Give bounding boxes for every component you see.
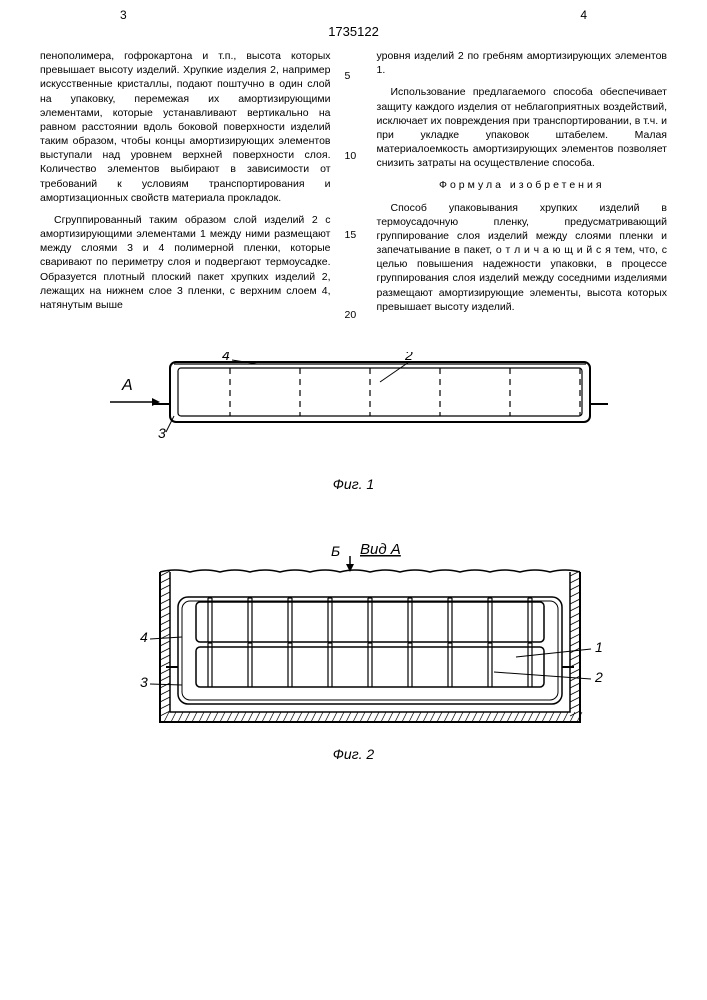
svg-text:Б: Б: [331, 543, 340, 559]
left-para-1: пенополимера, гофрокартона и т.п., высот…: [40, 49, 331, 205]
line-number-gutter: 5 10 15 20: [345, 49, 363, 322]
fig2-caption: Фиг. 2: [50, 746, 657, 762]
line-20: 20: [345, 308, 363, 322]
page-right: 4: [580, 8, 587, 22]
text-body: пенополимера, гофрокартона и т.п., высот…: [0, 49, 707, 322]
svg-text:3: 3: [140, 674, 148, 690]
figures-area: А 4 2 3 Фиг. 1 Вид А Б 4 3 1 2 Фиг. 2: [0, 322, 707, 762]
svg-text:3: 3: [158, 425, 166, 441]
svg-text:2: 2: [594, 669, 603, 685]
svg-text:А: А: [121, 377, 133, 394]
svg-text:2: 2: [404, 352, 413, 363]
page-left: 3: [120, 8, 127, 22]
right-para-1: уровня изделий 2 по гребням амортизирующ…: [377, 49, 668, 77]
formula-title: Формула изобретения: [377, 178, 668, 192]
svg-text:4: 4: [140, 629, 148, 645]
fig1-caption: Фиг. 1: [50, 476, 657, 492]
svg-text:Вид А: Вид А: [360, 542, 401, 558]
left-para-2: Сгруппированный таким образом слой издел…: [40, 213, 331, 312]
right-para-3: Способ упаковывания хрупких изделий в те…: [377, 201, 668, 314]
line-5: 5: [345, 69, 363, 83]
svg-text:1: 1: [595, 639, 603, 655]
right-column: уровня изделий 2 по гребням амортизирующ…: [377, 49, 668, 322]
line-10: 10: [345, 149, 363, 163]
doc-number: 1735122: [0, 24, 707, 39]
line-15: 15: [345, 228, 363, 242]
right-para-2: Использование предлагаемого способа обес…: [377, 85, 668, 170]
figure-1: А 4 2 3: [50, 352, 670, 472]
page-numbers: 3 4: [0, 0, 707, 22]
svg-text:4: 4: [222, 352, 230, 363]
figure-2: Вид А Б 4 3 1 2: [50, 542, 670, 742]
left-column: пенополимера, гофрокартона и т.п., высот…: [40, 49, 331, 322]
